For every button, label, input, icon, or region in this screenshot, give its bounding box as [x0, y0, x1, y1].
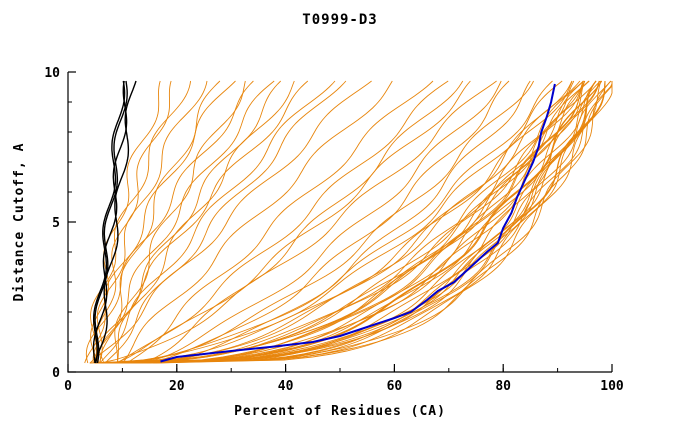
x-tick-label: 80 — [495, 379, 511, 394]
ensemble-curve — [139, 80, 606, 364]
ensemble-curve — [133, 80, 601, 364]
ensemble-curve — [116, 80, 449, 364]
ensemble-curve — [115, 80, 573, 364]
ensemble-curve — [100, 80, 585, 364]
ensemble-curve — [99, 80, 336, 364]
ensemble-curve — [99, 80, 221, 364]
ensemble-curve — [100, 80, 497, 364]
ensemble-curve — [114, 80, 471, 364]
ensemble-curve — [95, 80, 612, 364]
x-tick-label: 40 — [278, 379, 294, 394]
ensemble-curve — [89, 80, 590, 364]
ensemble-curve — [98, 80, 584, 364]
ensemble-curve — [142, 80, 464, 364]
ensemble-curve — [137, 80, 602, 364]
ensemble-curve — [142, 80, 586, 364]
ensemble-curve — [117, 80, 612, 364]
y-tick-label: 0 — [52, 366, 60, 381]
ensemble-curve — [97, 80, 282, 364]
y-axis-label: Distance Cutoff, A — [12, 142, 27, 302]
ensemble-curve — [114, 80, 246, 363]
ensemble-curve — [142, 80, 510, 364]
ensemble-curve — [139, 80, 502, 364]
chart-title: T0999-D3 — [302, 12, 378, 28]
reference-curve — [93, 80, 126, 364]
ensemble-curve — [84, 80, 236, 364]
ensemble-curve — [85, 80, 254, 364]
reference-curve — [94, 80, 137, 364]
ensemble-curve — [152, 80, 531, 364]
ensemble-curve — [94, 80, 275, 364]
ensemble-curve — [120, 80, 534, 364]
ensemble-curve — [126, 80, 586, 364]
ensemble-curve — [133, 80, 606, 364]
reference-curve — [94, 80, 128, 364]
x-tick-label: 0 — [64, 379, 72, 394]
ensemble-curve — [105, 80, 597, 364]
ensemble-curve — [106, 80, 573, 364]
ensemble-curve — [104, 80, 600, 364]
ensemble-curve — [153, 80, 597, 364]
y-tick-label: 10 — [44, 66, 60, 81]
ensemble-curve — [96, 80, 172, 364]
ensemble-curve — [89, 80, 372, 364]
ensemble-curve — [109, 80, 600, 364]
ensemble-curve — [120, 80, 597, 364]
ensemble-curve — [127, 80, 584, 364]
ensemble-curve — [126, 80, 434, 364]
x-tick-label: 20 — [169, 379, 185, 394]
ensemble-curve — [121, 80, 581, 364]
ensemble-curve — [96, 80, 208, 364]
ensemble-curve — [109, 80, 553, 364]
ensemble-curve — [122, 80, 393, 364]
ensemble-curve — [131, 80, 586, 364]
highlight-curve — [160, 83, 556, 363]
x-tick-label: 100 — [600, 379, 624, 394]
ensemble-curve — [117, 80, 606, 364]
ensemble-curve — [100, 80, 563, 364]
ensemble-curve — [122, 81, 613, 364]
x-axis-label: Percent of Residues (CA) — [234, 404, 446, 419]
ensemble-curve — [90, 80, 161, 364]
ensemble-curve — [153, 81, 613, 364]
ensemble-curve — [115, 80, 602, 364]
y-tick-label: 5 — [52, 216, 60, 231]
ensemble-curve — [104, 80, 347, 364]
x-tick-label: 60 — [387, 379, 403, 394]
